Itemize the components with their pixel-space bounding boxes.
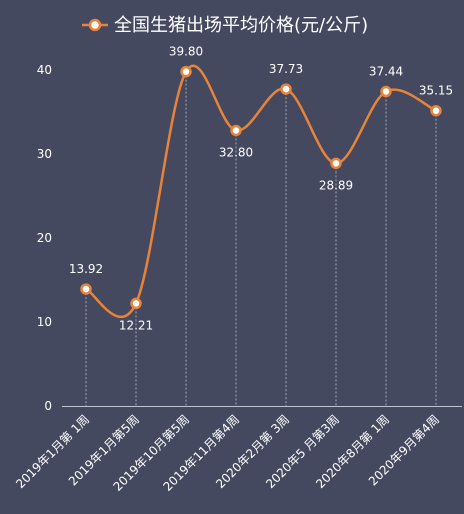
data-point — [430, 104, 442, 117]
data-label: 37.73 — [269, 62, 303, 76]
data-label: 12.21 — [119, 318, 153, 332]
y-axis-ticks: 0 10 20 30 40 — [37, 63, 52, 413]
y-tick-label: 20 — [37, 231, 52, 245]
data-label: 37.44 — [369, 65, 403, 79]
data-label: 35.15 — [419, 84, 453, 98]
data-label: 32.80 — [219, 145, 253, 159]
data-point — [380, 85, 392, 98]
drop-lines — [85, 71, 437, 406]
data-point — [230, 124, 242, 137]
x-axis-ticks: 2019年1月第 1周2019年1月第5周2019年10月第5周2019年11月… — [13, 412, 442, 494]
data-points — [80, 65, 442, 310]
y-tick-label: 0 — [44, 399, 52, 413]
legend-marker — [88, 18, 102, 32]
data-point — [280, 83, 292, 95]
data-point — [180, 65, 192, 78]
legend: 全国生猪出场平均价格(元/公斤) — [82, 15, 368, 36]
y-tick-label: 30 — [37, 147, 52, 161]
data-point — [130, 297, 142, 310]
data-label: 13.92 — [69, 262, 103, 276]
y-tick-label: 10 — [37, 315, 52, 329]
data-label: 39.80 — [169, 45, 203, 59]
legend-label: 全国生猪出场平均价格(元/公斤) — [114, 15, 368, 36]
data-label: 28.89 — [319, 178, 353, 192]
data-point — [80, 283, 92, 295]
data-labels: 13.92 12.21 39.80 32.80 37.73 28.89 37.44 35.15 — [69, 45, 453, 333]
series-line — [85, 64, 437, 319]
data-point — [330, 157, 342, 170]
y-tick-label: 40 — [37, 63, 52, 77]
